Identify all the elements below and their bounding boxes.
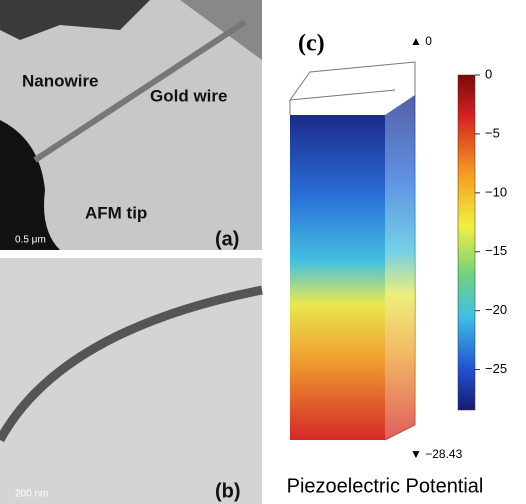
colorbar <box>458 75 475 410</box>
annotation: AFM tip <box>85 203 147 222</box>
tick-label: 0 <box>485 66 492 81</box>
panel-c: (c) ▲ 0 ▼ −28.43 Piezoelectric Potential… <box>287 31 507 498</box>
figure: Nanowire Gold wire AFM tip 0.5 μm (a) 20… <box>0 0 526 504</box>
tick-label: −5 <box>485 125 500 140</box>
panel-b: 200 nm (b) <box>0 258 262 504</box>
page: {"panels":{ "a":{"label":"(a)","annotati… <box>0 0 526 504</box>
min-label: ▼ −28.43 <box>410 447 463 461</box>
block-side <box>385 95 415 440</box>
max-label: ▲ 0 <box>410 34 432 48</box>
box-edge <box>290 90 395 100</box>
block-front <box>290 115 385 440</box>
panel-label: (c) <box>298 31 325 57</box>
tick-label: −20 <box>485 302 507 317</box>
panel-a: Nanowire Gold wire AFM tip 0.5 μm (a) <box>0 0 262 250</box>
scale-bar-label: 200 nm <box>15 489 48 500</box>
tick-label: −25 <box>485 361 507 376</box>
panel-label: (b) <box>215 480 241 502</box>
annotation: Gold wire <box>150 86 227 105</box>
tick-label: −15 <box>485 243 507 258</box>
tick-label: −10 <box>485 184 507 199</box>
colorbar-title: Piezoelectric Potential <box>287 475 484 497</box>
annotation: Nanowire <box>22 71 99 90</box>
panel-label: (a) <box>215 228 239 250</box>
scale-bar-label: 0.5 μm <box>15 235 46 246</box>
